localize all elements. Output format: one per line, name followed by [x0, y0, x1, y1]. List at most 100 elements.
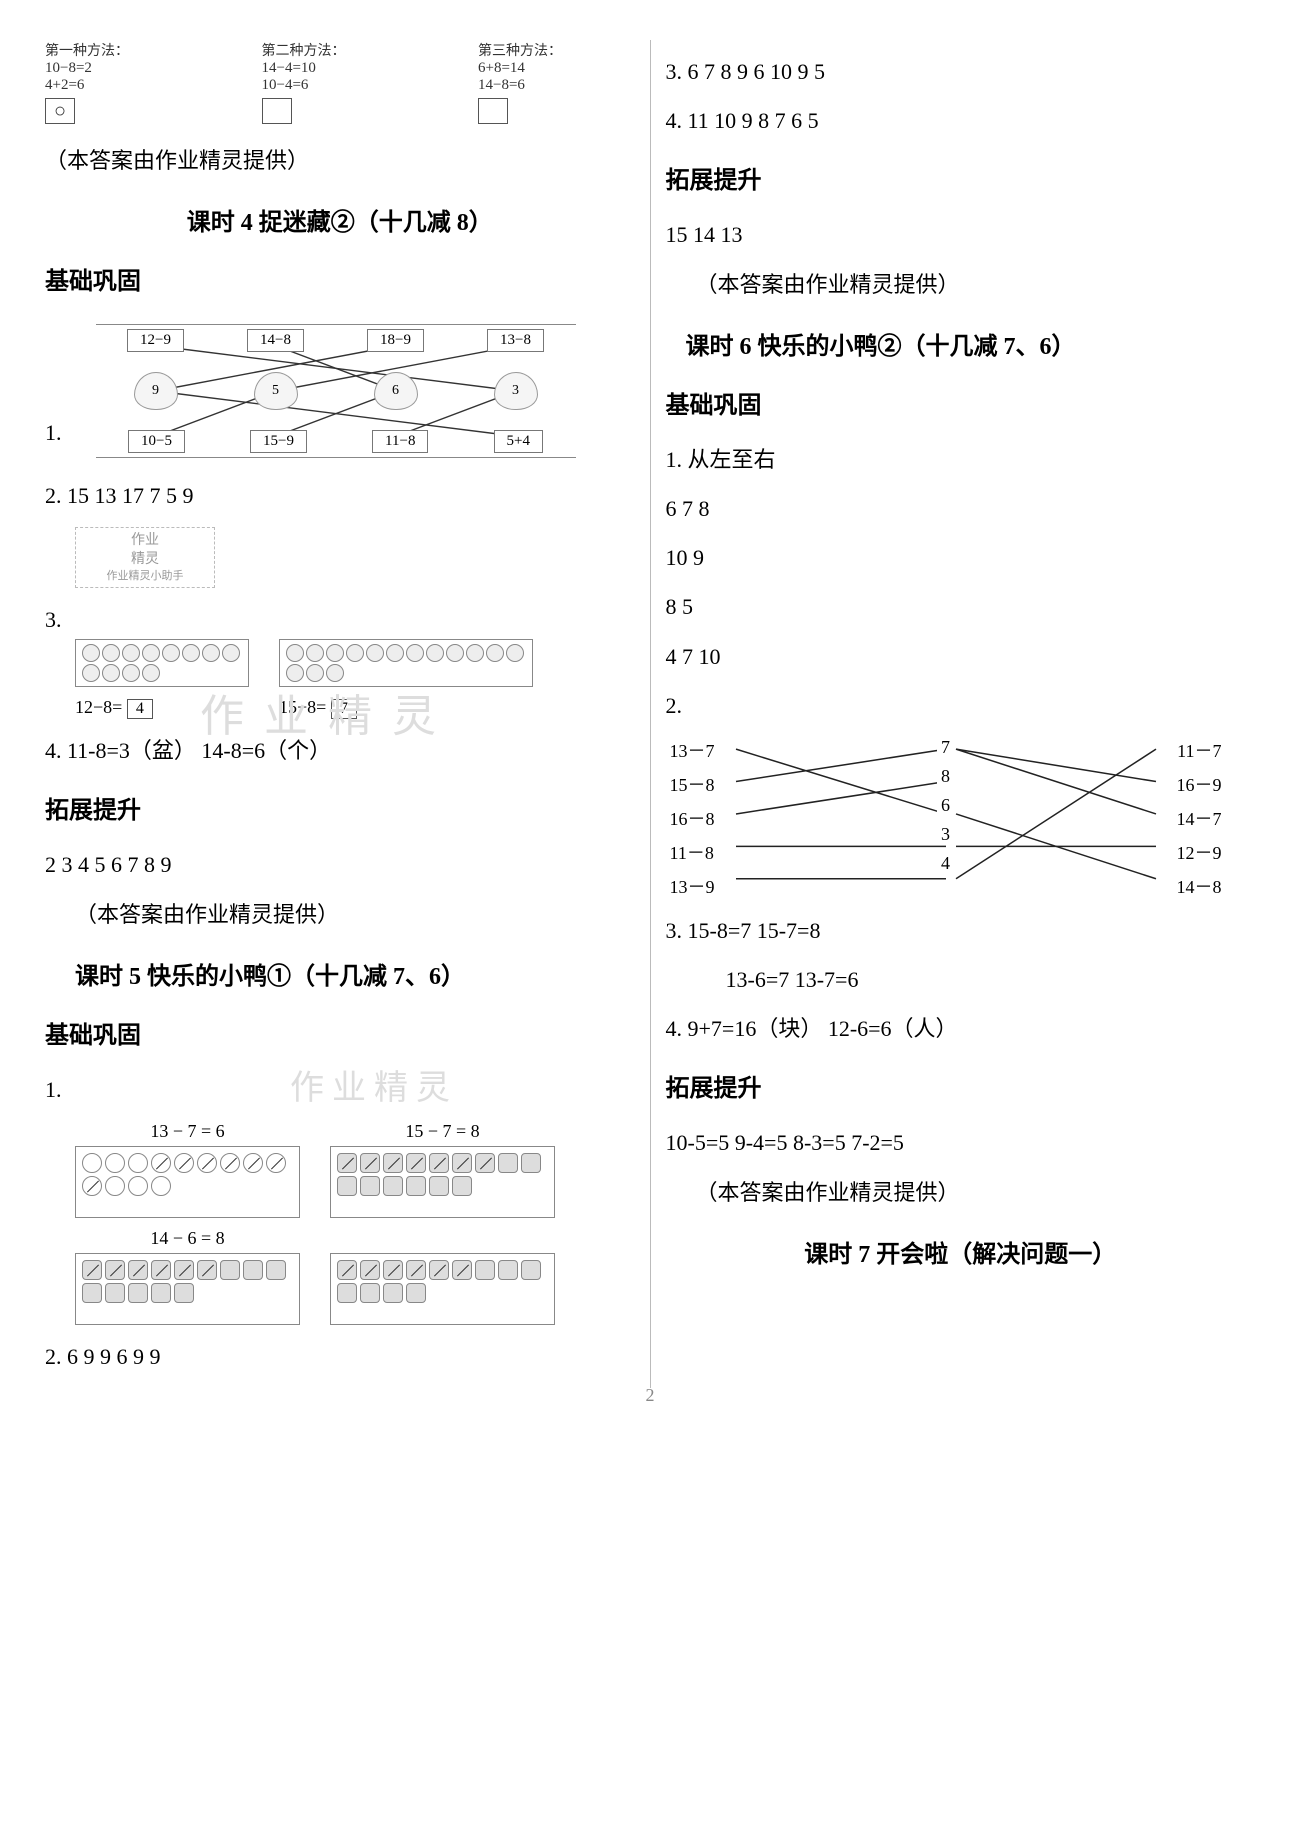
- checkbox-checked: ○: [45, 98, 75, 124]
- match-expr: 11－7: [1173, 737, 1226, 763]
- flower-node: 3: [494, 372, 538, 410]
- worksheet-page: 作业精灵 作业精灵 第一种方法： 10−8=2 4+2=6 ○ 第二种方法： 1…: [0, 0, 1300, 1408]
- answer-row: 4 7 10: [666, 639, 1256, 674]
- lesson-4-title: 课时 4 捉迷藏②（十几减 8）: [45, 202, 635, 237]
- q4-answer: 4. 9+7=16（块） 12-6=6（人）: [666, 1011, 1256, 1046]
- lesson5-q1-grid: 13 − 7 = 6 15 − 7 = 8: [75, 1121, 555, 1325]
- match-expr: 16－9: [1173, 771, 1226, 797]
- checkbox-empty: [478, 98, 508, 124]
- match-expr: 12－9: [1173, 839, 1226, 865]
- method-2: 第二种方法： 14−4=10 10−4=6: [262, 40, 419, 129]
- count-item: 13 − 7 = 6: [75, 1121, 300, 1218]
- match-expr: 11－8: [666, 839, 719, 865]
- method-label: 第二种方法：: [262, 40, 419, 60]
- token-box: [279, 639, 533, 687]
- banner-line: 作业精灵小助手: [82, 569, 208, 583]
- method-1: 第一种方法： 10−8=2 4+2=6 ○: [45, 40, 202, 129]
- token-box: [75, 1146, 300, 1218]
- match-expr: 13－9: [666, 873, 719, 899]
- eq-left: 15−8=: [279, 697, 326, 717]
- answer-row: 8 5: [666, 589, 1256, 624]
- banner-line: 精灵: [82, 551, 208, 569]
- q3-line1: 3. 15-8=7 15-7=8: [666, 913, 1256, 948]
- right-column: 3. 6 7 8 9 6 10 9 5 4. 11 10 9 8 7 6 5 拓…: [651, 40, 1271, 1388]
- equation: 6+8=14: [478, 60, 635, 77]
- ext-answer-row: 2 3 4 5 6 7 8 9: [45, 847, 635, 882]
- banner-line: 作业: [82, 532, 208, 550]
- tokens: [82, 644, 242, 682]
- method-3: 第三种方法： 6+8=14 14−8=6: [478, 40, 635, 129]
- match-expr: 14－7: [1173, 805, 1226, 831]
- ext-answer-row: 10-5=5 9-4=5 8-3=5 7-2=5: [666, 1125, 1256, 1160]
- match-result: 4: [937, 853, 954, 874]
- attribution: （本答案由作业精灵提供）: [696, 1175, 1256, 1210]
- flower-node: 9: [134, 372, 178, 410]
- q2-answer-row: 2. 6 9 9 6 9 9: [45, 1339, 635, 1374]
- eq-text: 13 − 7 =: [150, 1121, 211, 1141]
- q3-label: 3.: [45, 602, 635, 637]
- q2-label: 2.: [666, 688, 1256, 723]
- q3-group-right: 15−8= 7: [279, 639, 533, 719]
- section-extension: 拓展提升: [666, 1068, 1256, 1103]
- match-expr: 15−9: [250, 430, 307, 453]
- matching-diagram-2: 13－7 15－8 16－8 11－8 13－9 7 8 6 3 4 11－7 …: [666, 737, 1226, 899]
- match-expr: 18−9: [367, 329, 424, 352]
- lesson-5-title: 课时 5 快乐的小鸭①（十几减 7、6）: [75, 956, 635, 991]
- match-lines: [666, 737, 1226, 899]
- section-extension: 拓展提升: [666, 160, 1256, 195]
- three-methods-block: 第一种方法： 10−8=2 4+2=6 ○ 第二种方法： 14−4=10 10−…: [45, 40, 635, 129]
- equation: 4+2=6: [45, 77, 202, 94]
- lesson-7-title: 课时 7 开会啦（解决问题一）: [666, 1234, 1256, 1269]
- page-number: 2: [646, 1385, 655, 1406]
- attribution: （本答案由作业精灵提供）: [75, 897, 635, 932]
- q2-answer-row: 2. 15 13 17 7 5 9: [45, 478, 635, 513]
- attribution: （本答案由作业精灵提供）: [696, 267, 1256, 302]
- equation: 14 − 6 = 8: [75, 1228, 300, 1249]
- attribution: （本答案由作业精灵提供）: [45, 143, 635, 178]
- equation: 10−4=6: [262, 77, 419, 94]
- method-label: 第一种方法：: [45, 40, 202, 60]
- answer-row: 10 9: [666, 540, 1256, 575]
- equation: 14−4=10: [262, 60, 419, 77]
- match-expr: 10−5: [128, 430, 185, 453]
- equation: 13 − 7 = 6: [75, 1121, 300, 1142]
- eq-left: 12−8=: [75, 697, 122, 717]
- count-item: 14 − 6 = 8: [75, 1228, 300, 1325]
- match-expr: 13−8: [487, 329, 544, 352]
- checkbox-empty: [262, 98, 292, 124]
- lesson-6-title: 课时 6 快乐的小鸭②（十几减 7、6）: [686, 326, 1256, 361]
- match-expr: 15－8: [666, 771, 719, 797]
- token-box: [330, 1146, 555, 1218]
- q1-label: 1. 从左至右: [666, 442, 1256, 477]
- q1-label: 1.: [45, 415, 62, 450]
- flower-node: 6: [374, 372, 418, 410]
- q3-counting-block: 12−8= 4 15−8= 7: [75, 639, 635, 719]
- watermark-banner: 作业 精灵 作业精灵小助手: [75, 527, 215, 588]
- token-box: [75, 1253, 300, 1325]
- token-box: [75, 639, 249, 687]
- q3-group-left: 12−8= 4: [75, 639, 249, 719]
- equation: 12−8= 4: [75, 697, 249, 719]
- equation: 10−8=2: [45, 60, 202, 77]
- token-box: [330, 1253, 555, 1325]
- flower-node: 5: [254, 372, 298, 410]
- equation: 15 − 7 = 8: [330, 1121, 555, 1142]
- answer-row: 3. 6 7 8 9 6 10 9 5: [666, 54, 1256, 89]
- match-expr: 13－7: [666, 737, 719, 763]
- section-basics: 基础巩固: [45, 261, 635, 296]
- answer-row: 4. 11 10 9 8 7 6 5: [666, 103, 1256, 138]
- match-expr: 11−8: [372, 430, 428, 453]
- match-result: 8: [937, 766, 954, 787]
- tokens: [286, 644, 526, 682]
- left-column: 第一种方法： 10−8=2 4+2=6 ○ 第二种方法： 14−4=10 10−…: [30, 40, 651, 1388]
- eq-text: 14 − 6 =: [150, 1228, 211, 1248]
- ext-answer-row: 15 14 13: [666, 217, 1256, 252]
- q3-line2: 13-6=7 13-7=6: [726, 962, 1256, 997]
- match-left-col: 13－7 15－8 16－8 11－8 13－9: [666, 737, 719, 899]
- match-expr: 14－8: [1173, 873, 1226, 899]
- eq-text: 15 − 7 =: [405, 1121, 466, 1141]
- section-basics: 基础巩固: [45, 1015, 635, 1050]
- q1-label: 1.: [45, 1072, 635, 1107]
- count-item: 15 − 7 = 8: [330, 1121, 555, 1218]
- q4-answer: 4. 11-8=3（盆） 14-8=6（个）: [45, 733, 635, 768]
